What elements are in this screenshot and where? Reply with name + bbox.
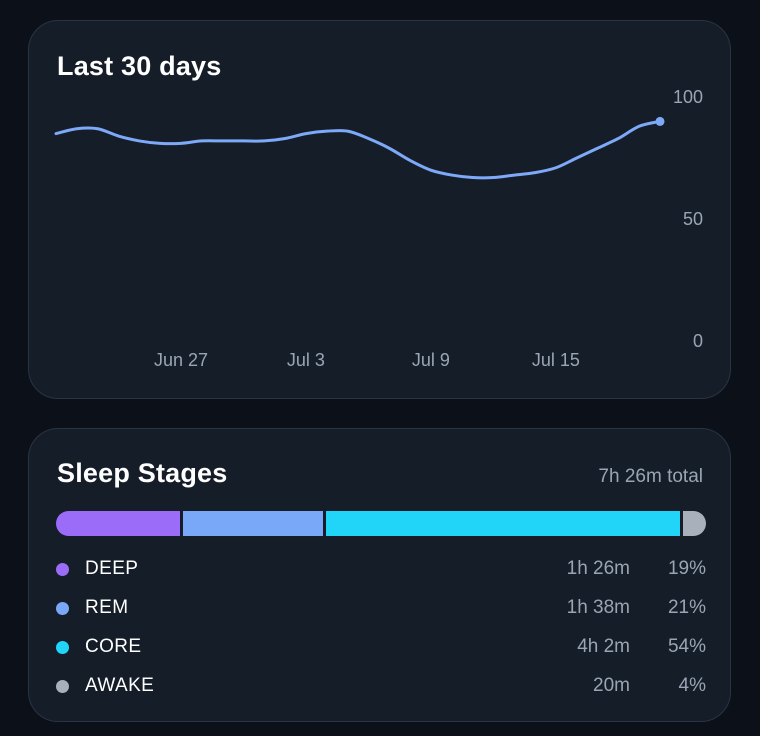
stage-distribution-bar xyxy=(56,511,706,536)
data-point xyxy=(491,176,495,180)
data-point xyxy=(200,139,204,143)
x-tick-label: Jul 15 xyxy=(532,350,580,370)
legend-row-deep[interactable]: DEEP 1h 26m 19% xyxy=(56,558,706,582)
trend-title: Last 30 days xyxy=(57,51,222,81)
data-point xyxy=(346,129,350,133)
stage-duration: 4h 2m xyxy=(577,636,630,657)
core-dot-icon xyxy=(56,641,69,654)
y-tick-label: 50 xyxy=(683,209,703,229)
data-point xyxy=(75,127,79,131)
x-tick-label: Jul 9 xyxy=(412,350,450,370)
trend-card: Last 30 days 100 50 0 Jun 27 Jul 3 Jul 9 Jul 1… xyxy=(28,20,731,399)
y-tick-label: 0 xyxy=(693,331,703,351)
stage-bar-segment-deep xyxy=(56,511,180,536)
sleep-stages-title: Sleep Stages xyxy=(57,458,228,488)
stage-bar-segment-awake xyxy=(680,511,706,536)
data-point xyxy=(450,173,454,177)
legend-row-core[interactable]: CORE 4h 2m 54% xyxy=(56,636,706,660)
data-point xyxy=(137,139,141,143)
trend-chart[interactable]: 100 50 0 Jun 27 Jul 3 Jul 9 Jul 15 xyxy=(29,21,732,400)
stage-percent: 21% xyxy=(667,597,706,618)
legend-row-awake[interactable]: AWAKE 20m 4% xyxy=(56,675,706,699)
stage-percent: 19% xyxy=(667,558,706,579)
data-point xyxy=(408,158,412,162)
stage-bar-segment-rem xyxy=(179,511,323,536)
trend-line xyxy=(54,119,662,180)
data-point xyxy=(179,141,183,145)
stage-duration: 1h 38m xyxy=(566,597,630,618)
data-point xyxy=(471,176,475,180)
y-tick-label: 100 xyxy=(673,87,703,107)
data-point xyxy=(575,156,579,160)
data-point xyxy=(241,139,245,143)
rem-dot-icon xyxy=(56,602,69,615)
data-point xyxy=(554,166,558,170)
latest-point[interactable] xyxy=(655,116,665,126)
deep-dot-icon xyxy=(56,563,69,576)
stage-name: AWAKE xyxy=(85,675,155,696)
data-point xyxy=(283,136,287,140)
total-sleep-time: 7h 26m total xyxy=(598,466,703,487)
data-point xyxy=(262,139,266,143)
data-point xyxy=(325,129,329,133)
stage-bar-segment-core xyxy=(322,511,680,536)
stage-duration: 20m xyxy=(593,675,630,696)
data-point xyxy=(429,168,433,172)
stage-name: REM xyxy=(85,597,129,618)
sleep-stages-card: Sleep Stages 7h 26m total DEEP 1h 26m 19… xyxy=(28,428,731,722)
stage-percent: 54% xyxy=(667,636,706,657)
data-point xyxy=(637,124,641,128)
data-point xyxy=(366,136,370,140)
data-point xyxy=(596,146,600,150)
data-point xyxy=(116,134,120,138)
data-point xyxy=(512,173,516,177)
data-point xyxy=(616,136,620,140)
stage-name: DEEP xyxy=(85,558,139,579)
data-point xyxy=(387,146,391,150)
x-tick-label: Jun 27 xyxy=(154,350,208,370)
x-tick-label: Jul 3 xyxy=(287,350,325,370)
stage-name: CORE xyxy=(85,636,142,657)
data-point xyxy=(96,127,100,131)
awake-dot-icon xyxy=(56,680,69,693)
data-point xyxy=(158,141,162,145)
data-point xyxy=(54,132,58,136)
stage-duration: 1h 26m xyxy=(566,558,630,579)
stage-percent: 4% xyxy=(678,675,706,696)
data-point xyxy=(304,132,308,136)
data-point xyxy=(221,139,225,143)
data-point xyxy=(533,171,537,175)
legend-row-rem[interactable]: REM 1h 38m 21% xyxy=(56,597,706,621)
